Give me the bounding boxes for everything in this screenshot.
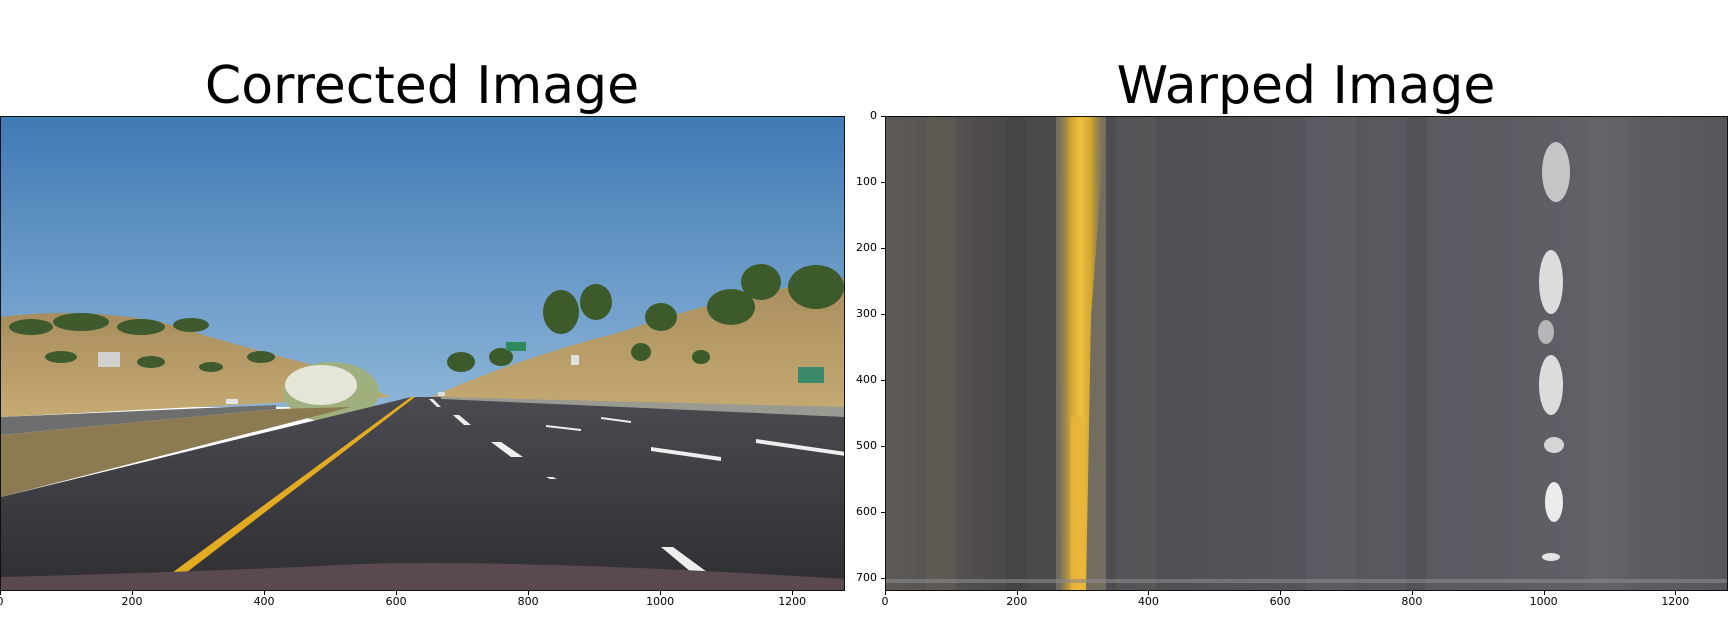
right-y-tick-label: 400 xyxy=(856,372,877,386)
white-lane-dashes xyxy=(429,399,844,572)
right-x-tick-mark xyxy=(885,591,886,595)
hood-edge xyxy=(886,579,1727,583)
warped-road-surface xyxy=(886,117,1727,590)
warped-yellow-lane-line xyxy=(1056,117,1106,590)
roadside-sign xyxy=(98,352,120,367)
speed-sign xyxy=(571,355,579,365)
highway-sign xyxy=(506,342,526,351)
corrected-image-canvas xyxy=(1,117,844,590)
right-x-tick-mark xyxy=(1148,591,1150,595)
right-x-tick-mark xyxy=(1675,591,1677,595)
oncoming-car xyxy=(226,399,238,404)
right-y-tick-label: 600 xyxy=(856,504,877,518)
warped-image-canvas xyxy=(886,117,1727,590)
car-hood xyxy=(1,563,844,590)
right-x-tick-label: 1200 xyxy=(1661,595,1690,608)
right-trees xyxy=(447,264,844,372)
left-x-tick-label: 200 xyxy=(121,595,143,608)
left-x-tick-label: 0 xyxy=(0,595,4,608)
left-x-tick-label: 1200 xyxy=(778,595,807,608)
right-x-tick-mark xyxy=(1280,591,1282,595)
left-x-tick-mark xyxy=(264,591,266,595)
right-y-tick-mark xyxy=(881,577,885,579)
road-streaks xyxy=(926,117,1626,590)
exit-sign xyxy=(798,367,824,383)
yellow-lane-line xyxy=(148,397,415,590)
right-x-tick-mark xyxy=(1016,591,1018,595)
left-trees xyxy=(9,313,275,372)
yellow-line-core xyxy=(1071,417,1085,590)
left-x-tick-mark xyxy=(396,591,398,595)
left-x-tick-mark xyxy=(132,591,134,595)
left-x-tick-label: 400 xyxy=(253,595,275,608)
guard-wall xyxy=(1,405,276,435)
right-y-tick-mark xyxy=(881,511,885,513)
corrected-image xyxy=(0,116,845,591)
left-x-tick-mark xyxy=(528,591,530,595)
distant-car xyxy=(438,392,445,396)
right-x-tick-label: 0 xyxy=(881,595,889,608)
right-y-tick-mark xyxy=(881,379,885,381)
right-y-tick-mark xyxy=(881,247,885,249)
right-y-tick-label: 100 xyxy=(856,174,877,188)
right-x-tick-mark xyxy=(1411,591,1413,595)
right-y-tick-mark xyxy=(881,313,885,315)
right-y-tick-mark xyxy=(881,181,885,183)
right-x-tick-label: 200 xyxy=(1006,595,1028,608)
right-panel-title: Warped Image xyxy=(1116,56,1496,116)
right-y-tick-mark xyxy=(881,445,885,447)
right-x-tick-label: 800 xyxy=(1401,595,1423,608)
left-x-tick-mark xyxy=(660,591,662,595)
right-y-tick-label: 500 xyxy=(856,438,877,452)
left-x-tick-label: 1000 xyxy=(646,595,675,608)
median-grass xyxy=(1,407,351,497)
left-panel-title: Corrected Image xyxy=(204,56,640,116)
warped-white-lane-dashes xyxy=(1538,142,1570,561)
right-x-tick-label: 400 xyxy=(1137,595,1159,608)
road xyxy=(1,397,844,590)
warped-image xyxy=(885,116,1728,591)
right-x-tick-label: 1000 xyxy=(1529,595,1558,608)
left-x-tick-mark xyxy=(0,591,1,595)
left-x-tick-label: 600 xyxy=(385,595,407,608)
bush-flowers xyxy=(285,365,357,405)
right-x-tick-label: 600 xyxy=(1269,595,1291,608)
right-x-tick-mark xyxy=(1543,591,1545,595)
left-x-tick-label: 800 xyxy=(517,595,539,608)
right-y-tick-label: 0 xyxy=(870,109,877,122)
right-y-tick-label: 200 xyxy=(856,240,877,254)
right-shoulder xyxy=(441,397,844,417)
right-y-tick-label: 300 xyxy=(856,306,877,320)
left-x-tick-mark xyxy=(792,591,794,595)
right-y-tick-mark xyxy=(881,116,885,117)
right-y-tick-label: 700 xyxy=(856,570,877,584)
